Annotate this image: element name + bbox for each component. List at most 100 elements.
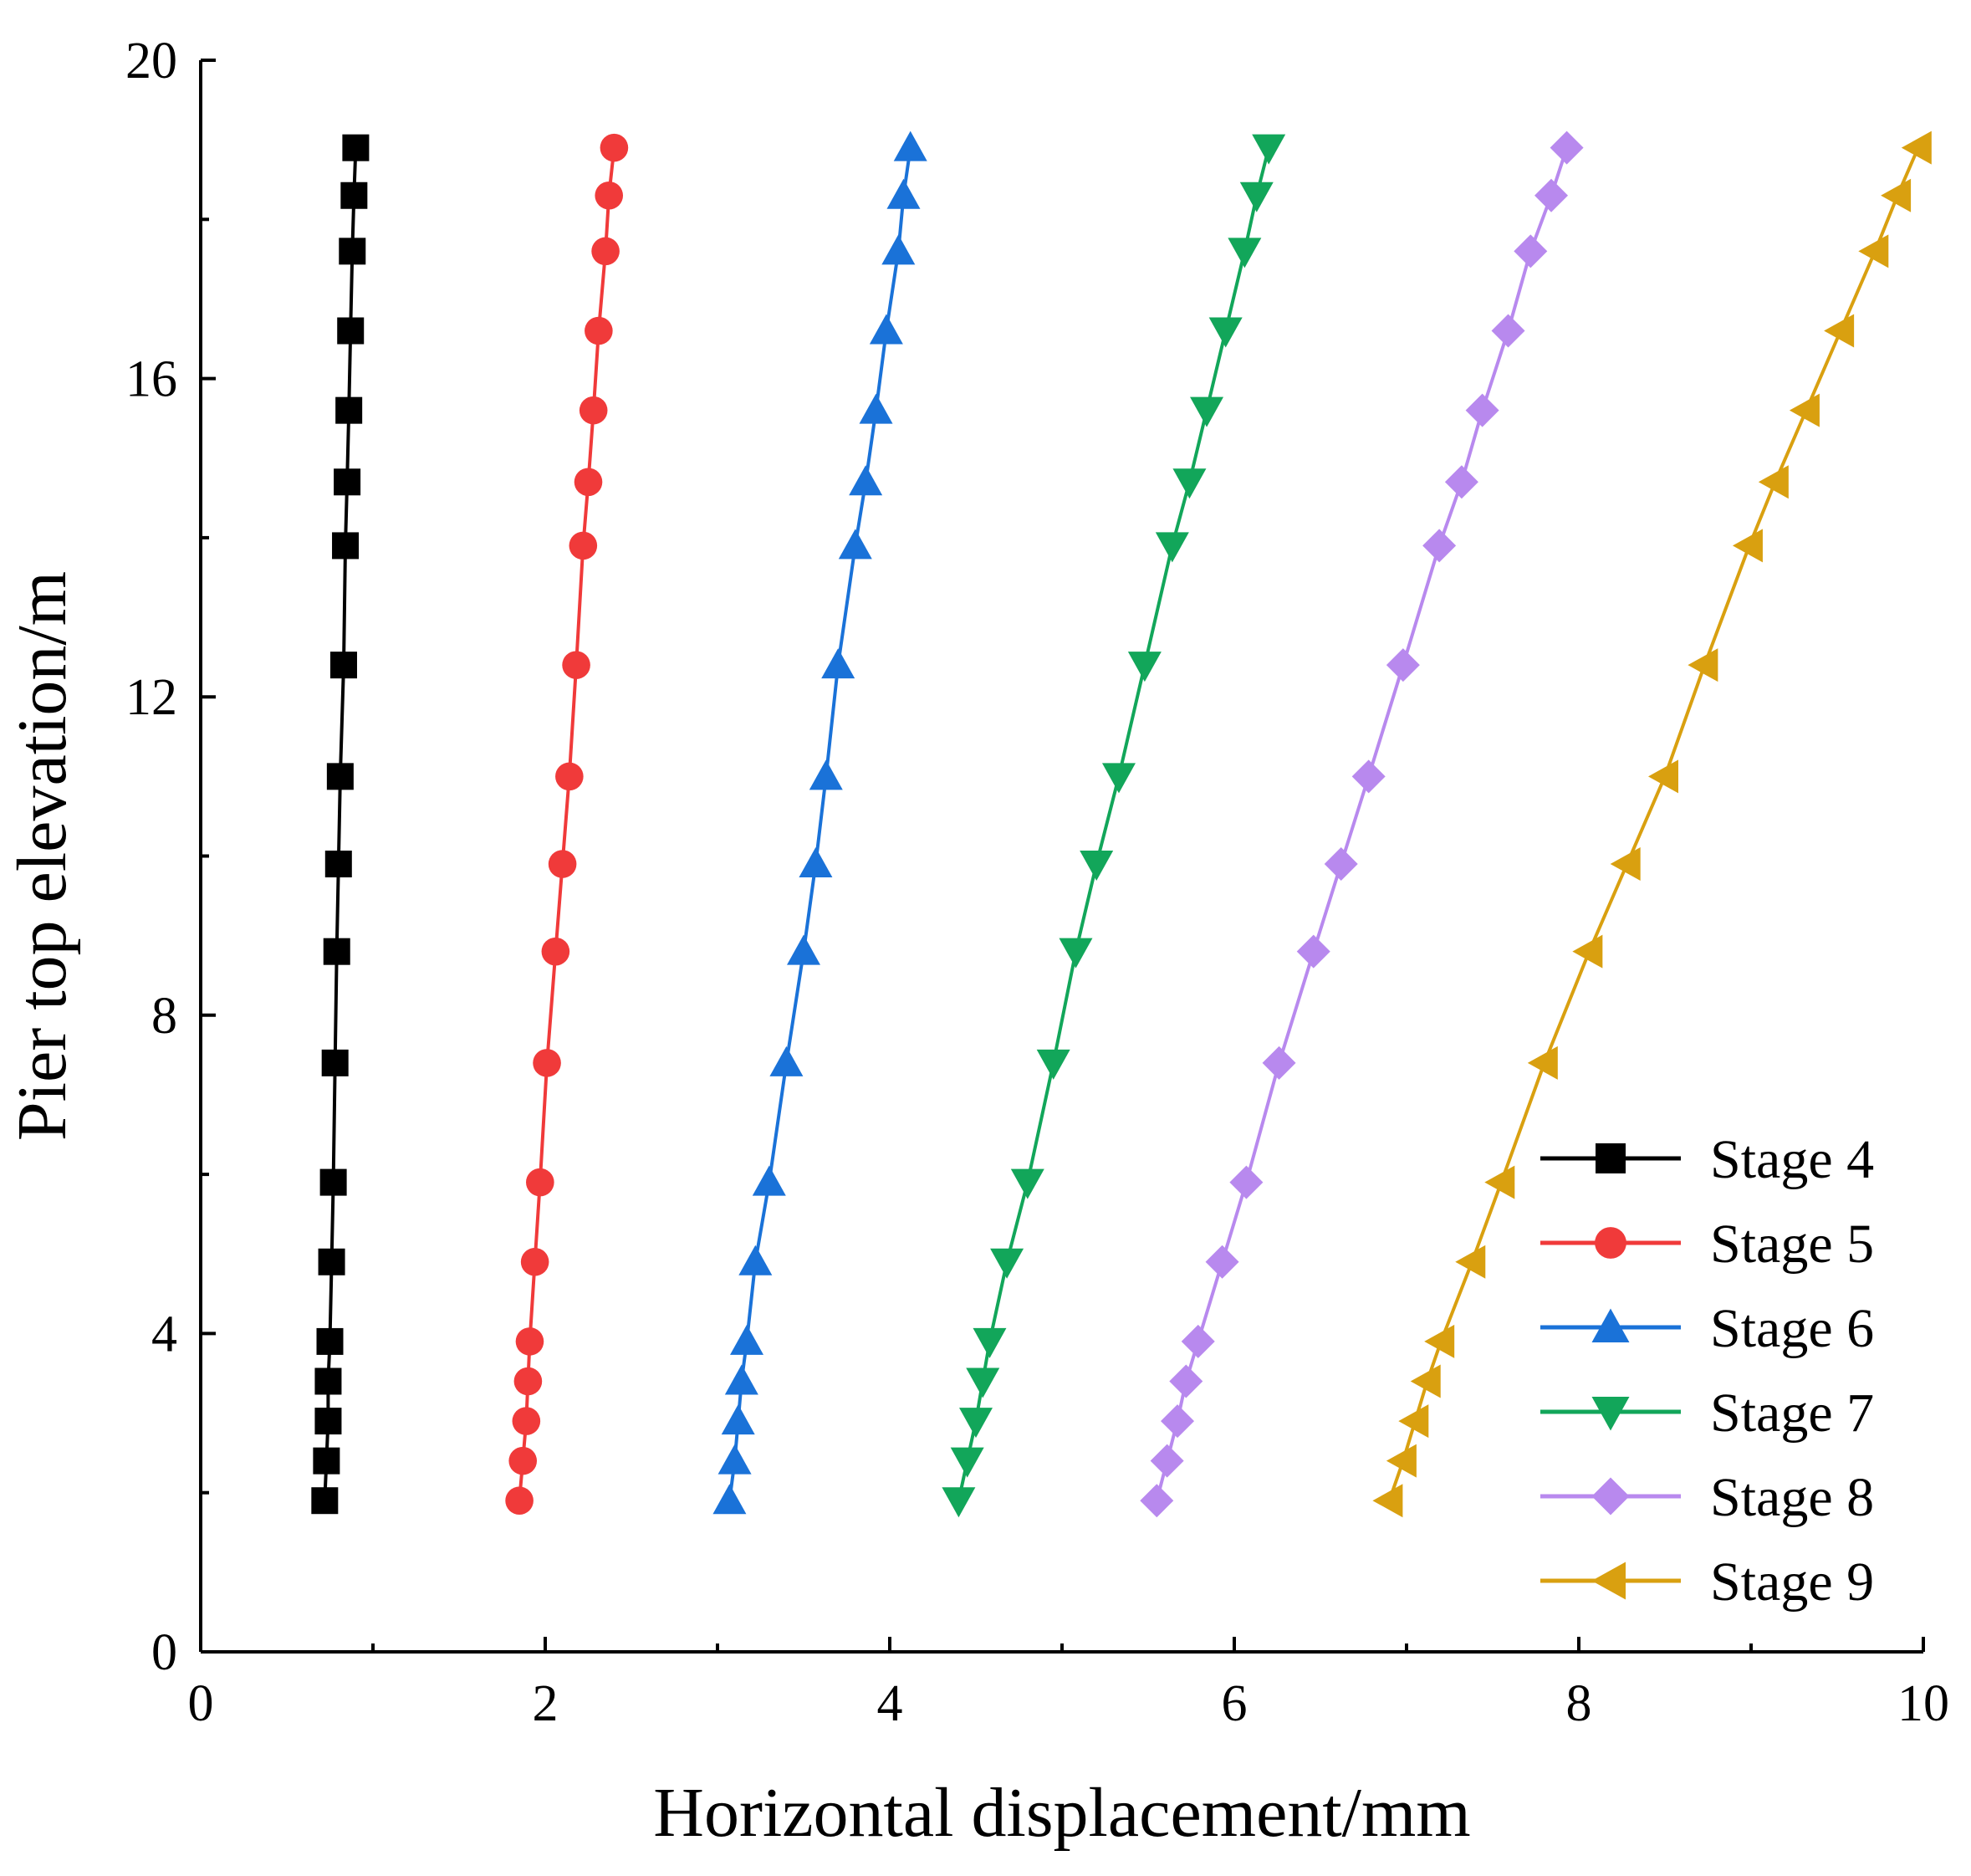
data-point xyxy=(1101,763,1136,794)
data-point xyxy=(1228,238,1262,268)
data-point xyxy=(311,1487,339,1515)
data-point xyxy=(950,1447,984,1478)
data-point xyxy=(1534,178,1569,212)
legend-swatch-marker xyxy=(1591,1477,1630,1516)
x-axis-ticks: 0 2 4 6 8 10 xyxy=(188,1637,1949,1732)
legend-swatch-marker xyxy=(1591,1308,1630,1342)
data-point xyxy=(1229,1165,1264,1199)
data-point xyxy=(329,652,357,679)
series-line xyxy=(1155,147,1569,1501)
y-tick-label: 4 xyxy=(151,1306,177,1362)
data-point xyxy=(893,130,927,161)
data-point xyxy=(1572,934,1603,969)
data-point xyxy=(335,396,363,424)
data-point xyxy=(1398,1404,1429,1439)
x-tick-label: 10 xyxy=(1897,1675,1949,1732)
data-point xyxy=(1422,529,1457,563)
legend-item: Stage 7 xyxy=(1540,1383,1874,1444)
data-point xyxy=(1648,759,1678,794)
series-line xyxy=(728,147,912,1501)
legend-swatch-marker xyxy=(1591,1397,1630,1431)
series-stage-5 xyxy=(505,133,629,1516)
data-point xyxy=(973,1327,1007,1358)
data-point xyxy=(1527,1045,1558,1080)
x-axis-title: Horizontal displacement/mm xyxy=(653,1774,1470,1852)
data-point xyxy=(724,1364,758,1395)
data-point xyxy=(1161,1404,1195,1439)
data-point xyxy=(562,651,590,679)
data-point xyxy=(314,1408,342,1435)
data-point xyxy=(1410,1364,1441,1398)
series-stage-4 xyxy=(311,134,370,1515)
data-point xyxy=(1732,529,1763,563)
y-tick-label: 8 xyxy=(151,988,177,1045)
data-point xyxy=(513,1367,543,1396)
data-point xyxy=(787,934,820,965)
data-point xyxy=(1881,178,1912,212)
data-point xyxy=(339,238,366,265)
data-point xyxy=(526,1168,554,1197)
legend-item: Stage 8 xyxy=(1540,1467,1874,1528)
data-point xyxy=(1080,851,1114,882)
data-point xyxy=(1386,648,1420,682)
data-point xyxy=(721,1404,755,1435)
data-point xyxy=(579,396,608,425)
data-point xyxy=(1190,396,1224,427)
data-point xyxy=(1010,1168,1044,1199)
data-point xyxy=(323,938,350,965)
legend-label: Stage 8 xyxy=(1710,1467,1874,1528)
data-point xyxy=(1172,468,1207,499)
data-point xyxy=(1324,847,1358,882)
data-point xyxy=(1127,652,1162,682)
data-point xyxy=(569,531,598,560)
legend-swatch-marker xyxy=(1595,1227,1626,1259)
data-point xyxy=(730,1324,764,1355)
data-point xyxy=(809,759,843,790)
data-point xyxy=(1386,1444,1417,1478)
data-point xyxy=(548,850,577,878)
data-point xyxy=(1059,938,1093,969)
data-point xyxy=(313,1447,340,1475)
data-point xyxy=(332,532,360,560)
data-point xyxy=(869,314,903,345)
data-point xyxy=(966,1367,1000,1398)
data-point xyxy=(321,1049,349,1076)
data-point xyxy=(1789,393,1820,427)
data-point xyxy=(340,181,368,209)
y-tick-label: 20 xyxy=(125,33,177,89)
data-point xyxy=(314,1367,342,1395)
data-point xyxy=(1208,317,1243,348)
data-point xyxy=(1252,134,1286,165)
data-point xyxy=(318,1248,345,1275)
data-point xyxy=(512,1407,541,1435)
data-point xyxy=(1858,234,1889,268)
x-tick-label: 0 xyxy=(188,1675,214,1732)
legend-swatch-marker xyxy=(1596,1143,1626,1173)
y-tick-label: 16 xyxy=(125,351,177,408)
data-point xyxy=(600,133,629,162)
series-stage-8 xyxy=(1140,130,1584,1518)
legend-swatch-marker xyxy=(1591,1562,1626,1600)
data-point xyxy=(591,237,620,266)
data-point xyxy=(1239,181,1274,212)
data-point xyxy=(1351,759,1386,794)
data-point xyxy=(1296,934,1330,969)
data-point xyxy=(821,648,855,679)
data-point xyxy=(334,468,361,496)
data-point xyxy=(508,1446,538,1475)
data-point xyxy=(752,1165,786,1196)
data-point xyxy=(555,762,584,791)
data-point xyxy=(886,178,921,209)
series-stage-7 xyxy=(942,134,1286,1518)
data-point xyxy=(337,317,365,345)
data-point xyxy=(712,1484,747,1515)
data-point xyxy=(1901,130,1932,165)
series-line xyxy=(518,147,616,1501)
series-stage-6 xyxy=(712,130,927,1515)
legend-item: Stage 4 xyxy=(1540,1129,1874,1190)
data-point xyxy=(717,1444,752,1475)
data-point xyxy=(1550,130,1584,165)
x-tick-label: 4 xyxy=(877,1675,903,1732)
data-point xyxy=(1181,1324,1215,1358)
y-axis-title: Pier top elevation/m xyxy=(3,571,81,1141)
